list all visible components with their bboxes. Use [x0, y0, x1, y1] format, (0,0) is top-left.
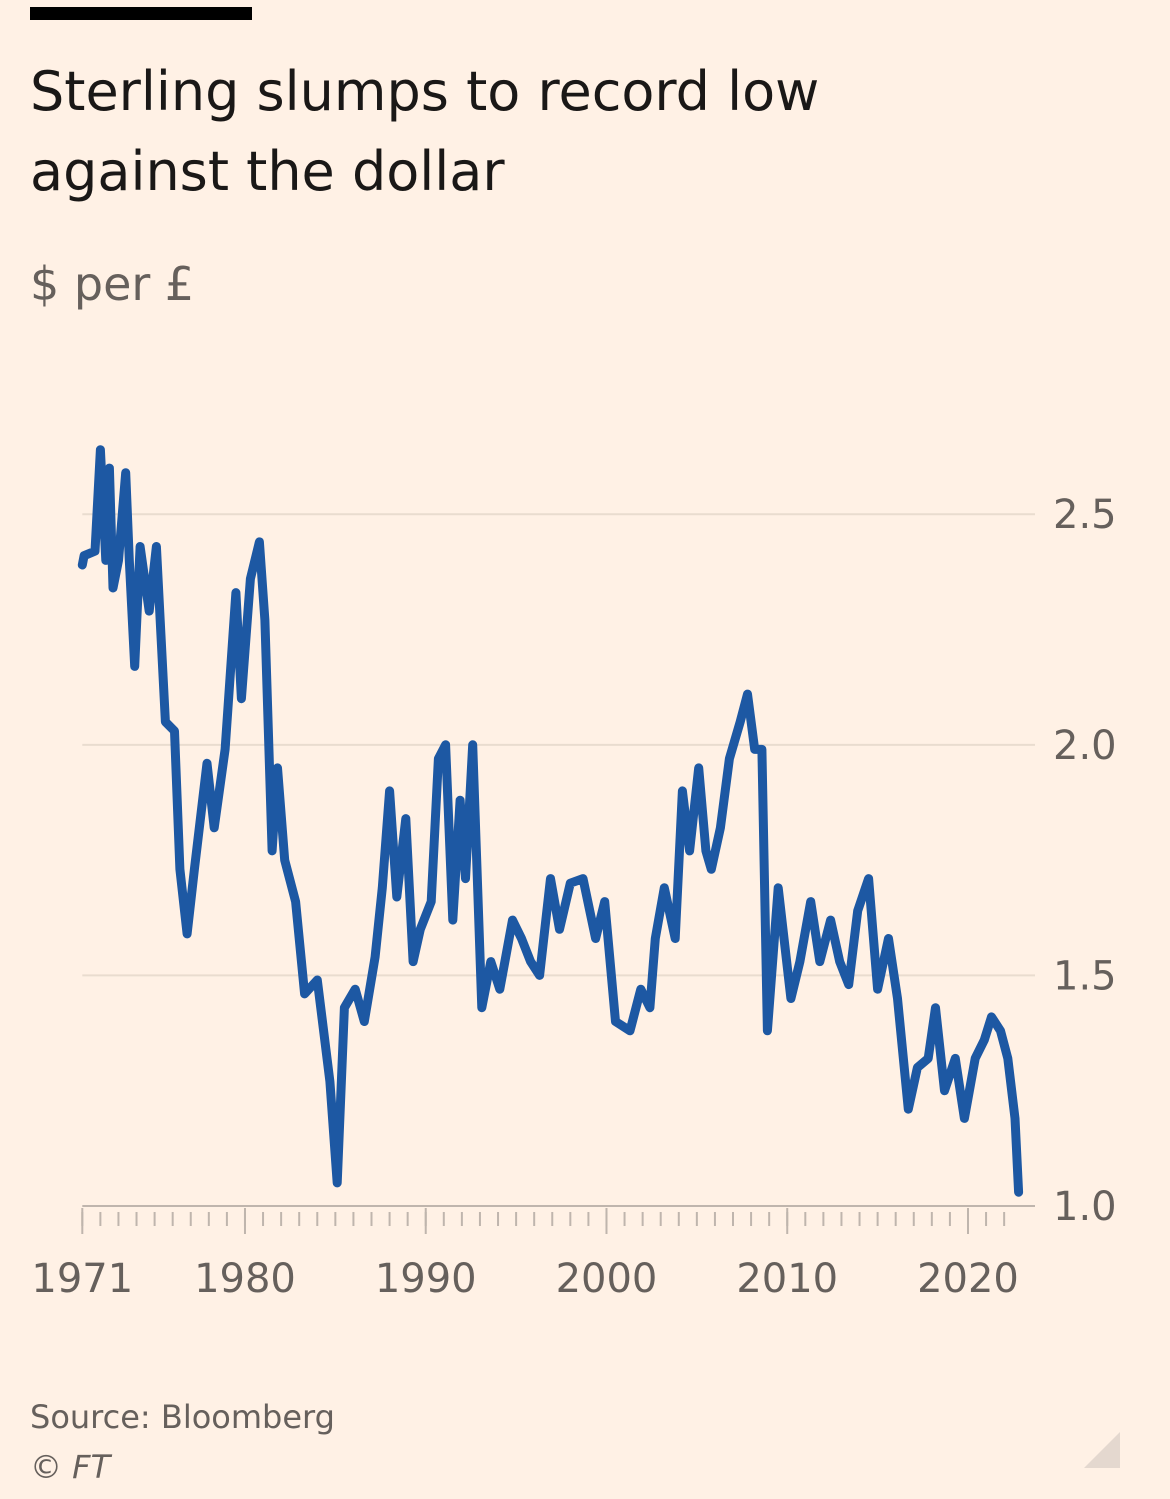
y-tick-label: 1.5 [1053, 953, 1117, 999]
chart-title: Sterling slumps to record low [30, 60, 819, 123]
y-tick-label: 2.5 [1053, 492, 1117, 538]
x-tick-label: 1980 [194, 1256, 296, 1302]
chart-title: against the dollar [30, 140, 505, 203]
title-bar [30, 7, 252, 20]
x-tick-label: 2010 [736, 1256, 838, 1302]
x-tick-label: 1990 [375, 1256, 477, 1302]
x-tick-label: 2020 [917, 1256, 1019, 1302]
source: Source: Bloomberg [30, 1398, 335, 1436]
y-tick-label: 1.0 [1053, 1184, 1117, 1230]
x-tick-label: 1971 [31, 1256, 133, 1302]
resize-handle [1084, 1432, 1120, 1468]
line-series [77, 445, 1024, 1197]
y-tick-label: 2.0 [1053, 723, 1117, 769]
credit: © FT [30, 1448, 113, 1486]
x-tick-label: 2000 [556, 1256, 658, 1302]
chart-subtitle: $ per £ [30, 257, 194, 311]
